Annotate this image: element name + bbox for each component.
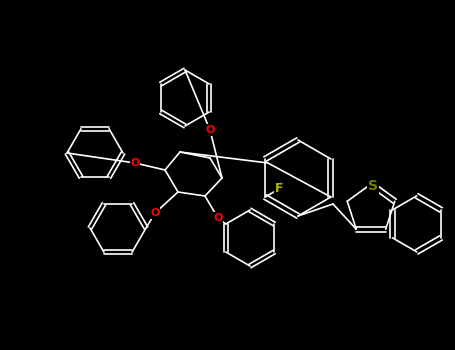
Text: O: O bbox=[130, 158, 140, 168]
Text: O: O bbox=[150, 208, 160, 218]
Text: F: F bbox=[275, 182, 283, 196]
Text: O: O bbox=[213, 213, 222, 223]
Text: O: O bbox=[205, 125, 215, 135]
Text: S: S bbox=[368, 179, 378, 193]
